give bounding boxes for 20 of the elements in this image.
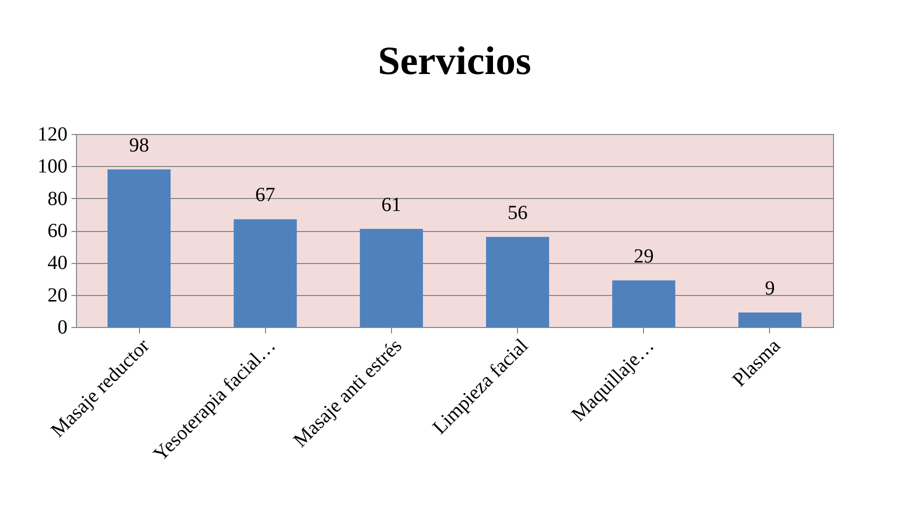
data-label: 29 bbox=[634, 245, 654, 268]
y-tick-label: 120 bbox=[38, 124, 68, 146]
y-tick-label: 40 bbox=[48, 252, 68, 274]
data-label: 61 bbox=[381, 194, 402, 216]
y-tick-label: 60 bbox=[48, 220, 68, 242]
data-label: 67 bbox=[255, 184, 276, 206]
bar bbox=[486, 236, 550, 327]
chart-title: Servicios bbox=[378, 38, 532, 83]
bar bbox=[360, 228, 423, 327]
data-label: 56 bbox=[508, 202, 528, 224]
bar bbox=[234, 219, 297, 327]
bar bbox=[108, 169, 171, 327]
y-tick-label: 80 bbox=[48, 188, 68, 210]
bar bbox=[612, 280, 676, 327]
bar bbox=[738, 312, 802, 327]
y-tick-label: 20 bbox=[48, 284, 68, 306]
data-label: 9 bbox=[764, 278, 775, 300]
data-label: 98 bbox=[129, 134, 150, 156]
y-tick-label: 0 bbox=[58, 316, 68, 338]
y-tick-label: 100 bbox=[38, 156, 68, 178]
